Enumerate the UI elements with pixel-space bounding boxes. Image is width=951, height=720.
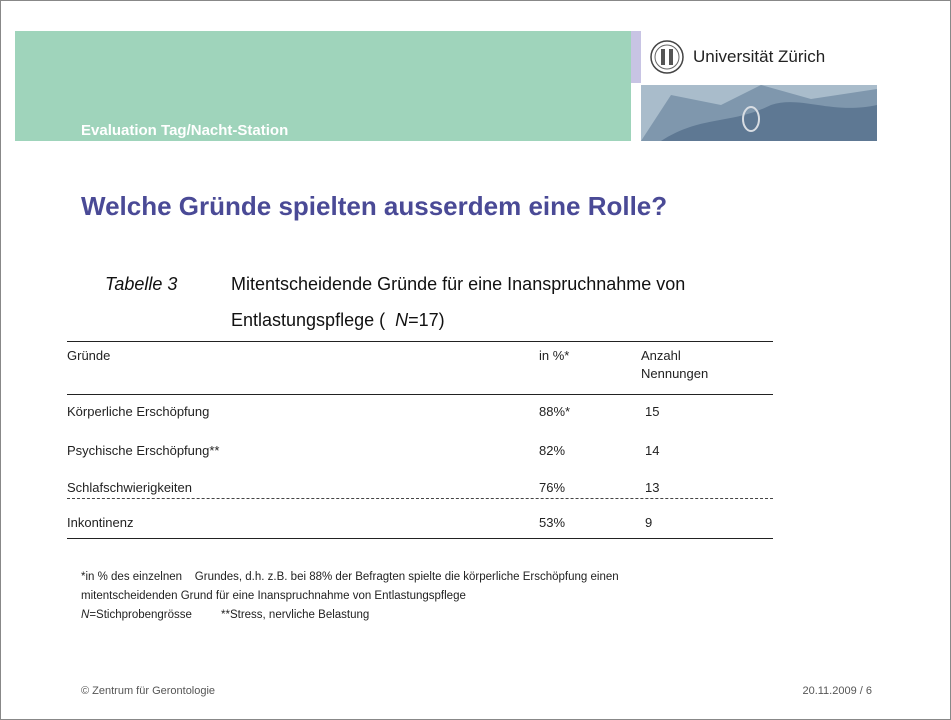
logo-strip [631,31,641,83]
table-rule [67,498,773,499]
table-cell: Psychische Erschöpfung** [67,443,219,458]
footer-left: © Zentrum für Gerontologie [81,685,215,697]
column-header: Nennungen [641,366,708,381]
slide-title: Welche Gründe spielten ausserdem eine Ro… [81,191,667,222]
footnote: **Stress, nervliche Belastung [221,609,369,621]
caption-label: Tabelle 3 [105,274,177,295]
footnote: mitentscheidenden Grund für eine Inanspr… [81,590,466,602]
table-cell: 13 [645,480,659,495]
table-cell: Körperliche Erschöpfung [67,404,209,419]
header-image [641,85,877,141]
footnote: *in % des einzelnen Grundes, d.h. z.B. b… [81,571,619,583]
logo-seal [649,39,685,75]
table-cell: 14 [645,443,659,458]
caption-n: N [395,310,408,330]
footnote: N=Stichprobengrösse [81,609,192,621]
footnote: =Stichprobengrösse [89,609,192,621]
caption-text: Entlastungspflege ( [231,310,385,330]
caption-text: Mitentscheidende Gründe für eine Inanspr… [231,274,685,295]
caption-text: Entlastungspflege ( N=17) [231,310,445,331]
table-cell: 88%* [539,404,570,419]
table-rule [67,538,773,539]
column-header: Gründe [67,348,110,363]
table-cell: 82% [539,443,565,458]
table-cell: Inkontinenz [67,515,134,530]
table-rule [67,341,773,342]
table-cell: Schlafschwierigkeiten [67,480,192,495]
table-cell: 15 [645,404,659,419]
footer-right: 20.11.2009 / 6 [802,685,872,697]
table-rule [67,394,773,395]
table-cell: 76% [539,480,565,495]
slide: Universität Zürich Evaluation Tag/Nacht-… [0,0,951,720]
logo-text: Universität Zürich [693,47,825,67]
header-label: Evaluation Tag/Nacht-Station [81,122,288,139]
column-header: in %* [539,348,569,363]
table-cell: 9 [645,515,652,530]
column-header: Anzahl [641,348,681,363]
table-cell: 53% [539,515,565,530]
caption-text: =17) [408,310,445,330]
